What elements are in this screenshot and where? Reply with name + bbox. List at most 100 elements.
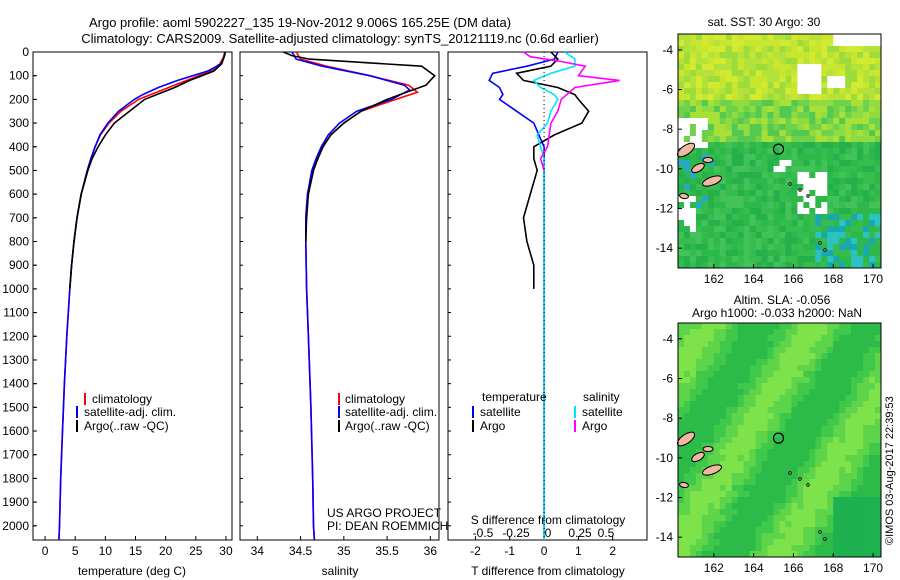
map-cell — [797, 202, 804, 209]
map-cell — [797, 395, 804, 402]
map-cell — [803, 76, 810, 83]
map-cell — [833, 383, 840, 390]
map-cell — [767, 76, 774, 83]
map-cell — [797, 383, 804, 390]
map-cell — [785, 419, 792, 426]
map-cell — [755, 347, 762, 354]
map-cell — [821, 148, 828, 155]
map-cell — [815, 545, 822, 552]
map-cell — [737, 341, 745, 348]
map-cell — [719, 371, 727, 378]
map-cell — [821, 118, 828, 125]
map-cell — [803, 178, 810, 185]
map-cell — [689, 88, 697, 95]
map-cell — [707, 88, 715, 95]
map-cell — [701, 437, 709, 444]
map-cell — [869, 461, 876, 468]
map-cell — [797, 401, 804, 408]
map-cell — [815, 497, 822, 504]
map-cell — [827, 509, 834, 516]
map-cell — [791, 515, 798, 522]
map-cell — [749, 196, 757, 203]
map-cell — [755, 551, 762, 558]
map-cell — [803, 220, 810, 227]
map-cell — [749, 154, 757, 161]
map-cell — [749, 461, 757, 468]
map-cell — [785, 467, 792, 474]
map-cell — [809, 341, 816, 348]
map-cell — [761, 196, 768, 203]
map-cell — [797, 467, 804, 474]
map-cell — [875, 58, 882, 65]
map-cell — [683, 347, 691, 354]
map-cell — [761, 449, 768, 456]
map-cell — [863, 160, 870, 167]
map-cell — [719, 40, 727, 47]
map-cell — [827, 196, 834, 203]
map-cell — [755, 485, 762, 492]
depth-tick-label: 1800 — [2, 471, 29, 485]
map-cell — [725, 148, 733, 155]
map-cell — [767, 262, 774, 269]
map-cell — [707, 503, 715, 510]
map-cell — [863, 431, 870, 438]
map-cell — [683, 106, 691, 113]
map-cell — [701, 377, 709, 384]
pi-credit: PI: DEAN ROEMMICH — [327, 519, 448, 533]
map-cell — [869, 160, 876, 167]
map-cell — [701, 88, 709, 95]
map-cell — [767, 491, 774, 498]
map-cell — [678, 389, 685, 396]
map-cell — [827, 347, 834, 354]
map-cell — [785, 323, 792, 330]
map-cell — [749, 88, 757, 95]
map-cell — [678, 124, 685, 131]
map-cell — [815, 34, 822, 41]
map-cell — [827, 407, 834, 414]
map-cell — [845, 353, 852, 360]
map-cell — [761, 395, 768, 402]
map-cell — [773, 341, 780, 348]
map-cell — [845, 515, 852, 522]
map-cell — [785, 461, 792, 468]
map-cell — [731, 485, 739, 492]
map-cell — [869, 371, 876, 378]
map-cell — [755, 112, 762, 119]
map-cell — [749, 533, 757, 540]
map-cell — [815, 58, 822, 65]
map-cell — [875, 449, 882, 456]
map-cell — [857, 46, 864, 53]
map-cell — [863, 503, 870, 510]
map-cell — [785, 413, 792, 420]
series-line-satellite-salinity — [532, 51, 576, 540]
map-cell — [761, 148, 768, 155]
map-cell — [701, 124, 709, 131]
map-cell — [857, 52, 864, 59]
small-island — [818, 530, 822, 534]
map-cell — [833, 443, 840, 450]
map-cell — [797, 46, 804, 53]
imos-timestamp: ©IMOS 03-Aug-2017 22:39:53 — [884, 396, 896, 545]
map-cell — [683, 323, 691, 330]
map-cell — [785, 58, 792, 65]
map-cell — [839, 178, 846, 185]
map-cell — [749, 407, 757, 414]
map-cell — [678, 118, 685, 125]
map-cell — [678, 238, 685, 245]
map-cell — [803, 479, 810, 486]
map-cell — [857, 64, 864, 71]
map-cell — [731, 515, 739, 522]
map-lat-label: -10 — [656, 451, 674, 465]
map-cell — [737, 509, 745, 516]
map-cell — [683, 40, 691, 47]
map-cell — [701, 70, 709, 77]
map-cell — [713, 509, 721, 516]
map-cell — [815, 190, 822, 197]
map-cell — [845, 425, 852, 432]
map-cell — [845, 341, 852, 348]
map-cell — [791, 118, 798, 125]
map-cell — [707, 335, 715, 342]
map-cell — [737, 545, 745, 552]
map-cell — [815, 202, 822, 209]
map-cell — [779, 467, 786, 474]
